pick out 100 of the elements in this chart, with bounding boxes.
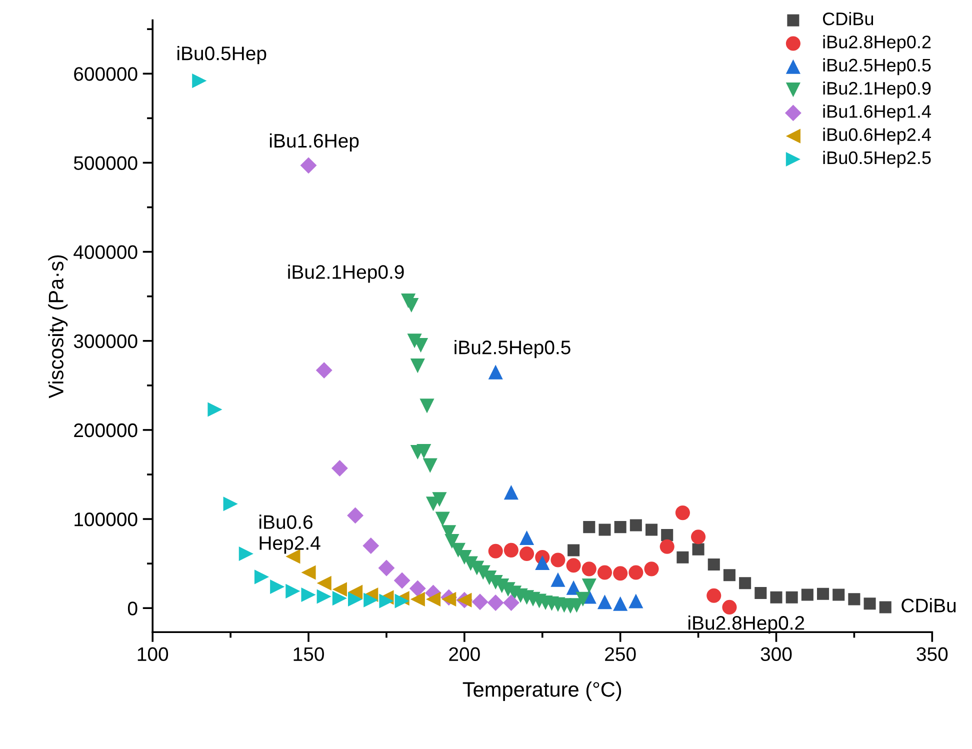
point	[660, 539, 674, 554]
point	[316, 576, 332, 590]
point	[426, 592, 441, 606]
x-tick-label: 350	[916, 647, 948, 662]
point	[316, 589, 332, 604]
x-tick-label: 250	[605, 647, 636, 662]
point	[410, 358, 425, 374]
point	[708, 558, 720, 570]
y-tick-label: 200000	[74, 423, 138, 438]
y-tick-label: 400000	[74, 245, 138, 260]
point	[644, 562, 659, 576]
point	[770, 591, 782, 604]
y-tick-label: 300000	[74, 334, 138, 348]
point	[362, 538, 380, 554]
point	[208, 402, 222, 417]
point	[879, 601, 892, 614]
legend-label: iBu2.5Hep0.5	[823, 58, 931, 76]
point	[583, 521, 596, 534]
point	[254, 570, 270, 584]
point	[332, 582, 347, 597]
point	[817, 588, 830, 600]
annotation: iBu2.5Hep0.5	[454, 340, 570, 358]
point	[394, 572, 410, 589]
y-tick-label: 500000	[74, 156, 138, 170]
x-tick-label: 200	[449, 647, 480, 662]
point	[502, 594, 520, 611]
point	[409, 580, 426, 597]
point	[722, 600, 737, 614]
point	[706, 588, 722, 603]
point	[270, 579, 285, 594]
legend-label: CDiBu	[822, 12, 874, 26]
point	[550, 552, 566, 568]
point	[628, 565, 644, 580]
point	[598, 524, 611, 536]
point	[832, 588, 845, 601]
point	[331, 460, 348, 476]
point	[597, 565, 612, 580]
point	[691, 530, 706, 544]
point	[410, 592, 425, 606]
point	[582, 562, 596, 576]
legend-label: iBu2.8Hep0.2	[823, 35, 931, 52]
point	[444, 534, 460, 549]
point	[472, 594, 488, 610]
point	[420, 398, 434, 414]
point	[754, 586, 767, 599]
point	[379, 594, 394, 608]
point	[661, 529, 674, 542]
y-tick-label: 600000	[74, 67, 138, 81]
point	[786, 591, 798, 604]
point	[504, 542, 518, 558]
legend-label: iBu0.5Hep2.5	[823, 150, 931, 168]
annotation: iBu2.1Hep0.9	[288, 264, 404, 283]
point	[613, 566, 628, 581]
point	[613, 596, 628, 611]
point	[348, 592, 363, 606]
legend-label: iBu1.6Hep1.4	[823, 104, 931, 122]
point	[630, 519, 642, 532]
point	[316, 362, 332, 378]
point	[864, 598, 876, 610]
point	[300, 157, 317, 174]
x-tick-label: 100	[138, 647, 168, 662]
y-axis-title: Viscosity (Pa·s)	[48, 255, 68, 398]
point	[301, 587, 316, 602]
point	[801, 588, 814, 601]
point	[435, 512, 450, 526]
point	[286, 584, 300, 598]
point	[723, 569, 736, 582]
point	[520, 530, 534, 546]
point	[614, 521, 626, 534]
point	[422, 458, 438, 473]
point	[848, 593, 860, 606]
point	[566, 580, 581, 595]
point	[692, 543, 704, 556]
point	[347, 507, 364, 524]
point	[416, 444, 432, 459]
y-tick-label: 0	[128, 602, 138, 616]
legend-label: iBu0.6Hep2.4	[823, 128, 931, 145]
x-tick-label: 300	[760, 647, 792, 662]
point	[364, 592, 378, 608]
annotation: iBu0.6 Hep2.4	[260, 514, 320, 554]
point	[238, 546, 254, 562]
point	[223, 496, 238, 512]
point	[432, 492, 447, 507]
point	[568, 544, 580, 556]
annotation: CDiBu	[902, 598, 956, 612]
point	[576, 592, 590, 606]
y-tick-label: 100000	[74, 512, 138, 526]
point	[301, 565, 316, 580]
point	[488, 544, 503, 558]
point	[646, 524, 658, 536]
point	[488, 364, 503, 380]
x-tick-label: 150	[294, 647, 324, 662]
point	[675, 506, 690, 520]
point	[566, 558, 581, 573]
point	[520, 546, 534, 562]
point	[676, 551, 689, 564]
point	[378, 560, 395, 576]
annotation: iBu2.8Hep0.2	[688, 616, 804, 634]
point	[628, 594, 644, 608]
annotation: iBu1.6Hep	[270, 133, 359, 152]
